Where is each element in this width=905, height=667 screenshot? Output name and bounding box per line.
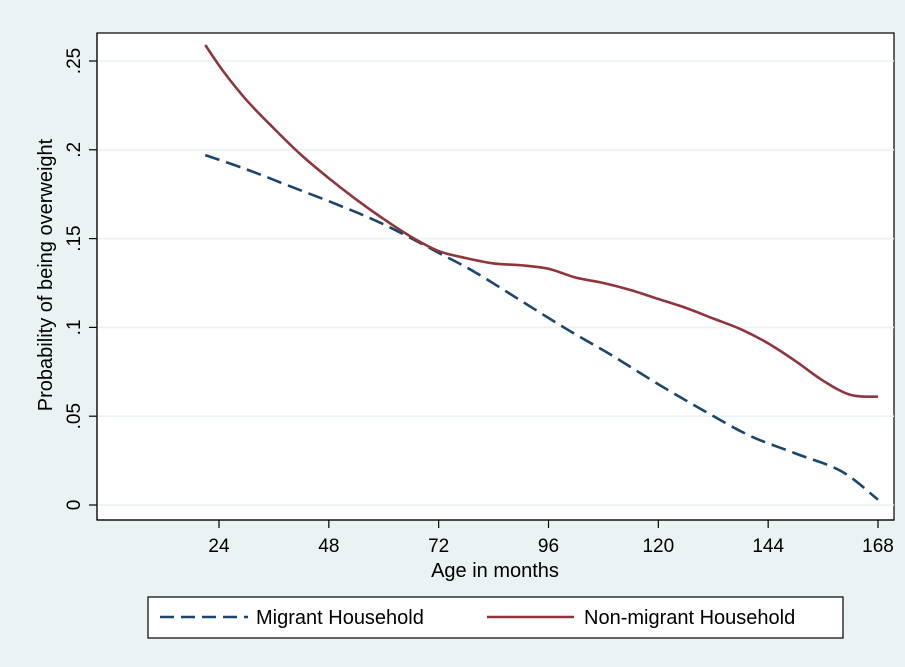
- y-tick-label: .1: [64, 319, 85, 335]
- x-axis: 24 48 72 96 120 144 168: [97, 519, 894, 557]
- x-tick-label: 168: [862, 536, 894, 557]
- series-line-nonmigrant: [204, 44, 879, 398]
- legend: Migrant Household Non-migrant Household: [147, 596, 844, 639]
- x-tick-label: 72: [428, 536, 449, 557]
- x-tick-label: 96: [538, 536, 559, 557]
- x-tick-label: 24: [208, 536, 230, 557]
- x-tick-label: 48: [318, 536, 339, 557]
- y-tick-label: .15: [64, 225, 85, 251]
- legend-label-migrant: Migrant Household: [256, 607, 424, 629]
- y-tick-label: .25: [64, 48, 85, 74]
- y-axis-title: Probability of being overweight: [35, 138, 57, 411]
- y-tick-label: .05: [64, 403, 85, 429]
- series-lines: [204, 44, 879, 501]
- series-line-migrant: [204, 153, 879, 501]
- y-tick-label: .2: [64, 142, 85, 158]
- x-axis-title: Age in months: [431, 560, 559, 582]
- gridlines: [97, 60, 894, 506]
- y-axis: 0 .05 .1 .15 .2 .25: [64, 33, 98, 520]
- y-tick-label: 0: [64, 500, 85, 511]
- plot-area: [96, 32, 895, 521]
- x-tick-label: 120: [642, 536, 674, 557]
- x-tick-label: 144: [752, 536, 784, 557]
- legend-label-nonmigrant: Non-migrant Household: [584, 607, 795, 629]
